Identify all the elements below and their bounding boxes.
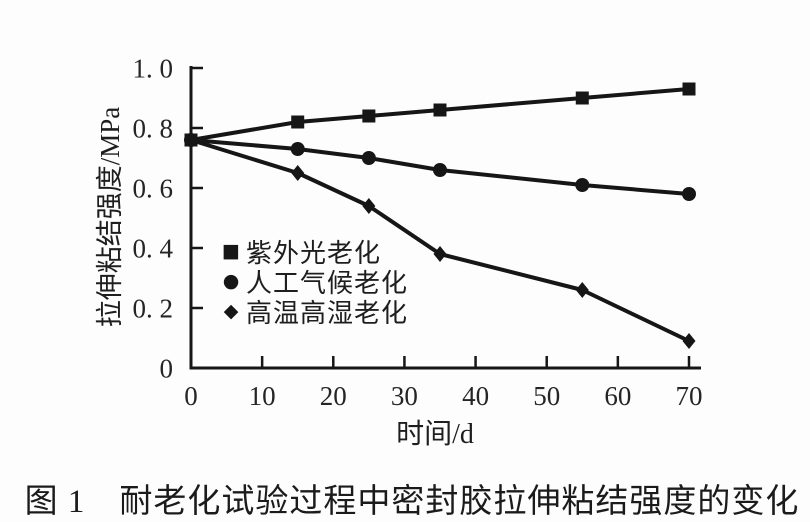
diamond-data-marker	[362, 198, 376, 214]
x-tick-label: 60	[604, 381, 631, 411]
diamond-data-marker	[682, 333, 696, 349]
diamond-data-marker	[575, 282, 589, 298]
square-data-marker	[291, 115, 305, 129]
legend-item-uv: ■ 紫外光老化	[216, 236, 408, 268]
diamond-data-marker	[291, 165, 305, 181]
square-marker-icon: ■	[222, 240, 240, 262]
x-tick-label: 20	[320, 381, 347, 411]
series-line-0	[190, 87, 690, 142]
circle-data-marker	[575, 178, 590, 192]
y-tick-label: 0. 8	[133, 113, 174, 143]
square-data-marker	[575, 91, 589, 105]
x-tick-label: 30	[391, 381, 418, 411]
chart-legend: ■ 紫外光老化 ● 人工气候老化 ◆ 高温高湿老化	[216, 236, 408, 328]
diamond-marker-icon: ◆	[223, 300, 239, 322]
circle-data-marker	[361, 151, 376, 165]
axis-line	[189, 66, 701, 370]
x-tick-label: 50	[533, 381, 560, 411]
figure-caption: 图 1 耐老化试验过程中密封胶拉伸粘结强度的变化	[24, 484, 800, 520]
square-data-marker	[362, 109, 376, 123]
circle-data-marker	[290, 142, 305, 156]
series-line-1	[190, 138, 690, 196]
y-tick-label: 0. 2	[133, 293, 174, 323]
y-tick-label: 1. 0	[133, 53, 174, 83]
legend-item-climate: ● 人工气候老化	[216, 266, 408, 298]
diamond-data-marker	[184, 132, 198, 148]
legend-label: 人工气候老化	[246, 268, 409, 298]
x-axis-title: 时间/d	[396, 419, 474, 450]
square-data-marker	[682, 82, 696, 96]
x-tick-label: 70	[676, 381, 703, 411]
y-tick-label: 0	[160, 353, 174, 383]
y-tick-label: 0. 4	[133, 233, 174, 263]
circle-data-marker	[433, 163, 447, 177]
y-tick-label: 0. 6	[133, 173, 174, 203]
legend-label: 高温高湿老化	[246, 298, 409, 328]
x-tick-label: 40	[462, 381, 489, 411]
x-tick-label: 0	[184, 381, 198, 411]
diamond-data-marker	[433, 246, 447, 262]
square-data-marker	[433, 103, 447, 117]
x-tick-label: 10	[249, 381, 276, 411]
circle-marker-icon: ●	[222, 270, 240, 292]
legend-label: 紫外光老化	[246, 238, 382, 268]
y-axis-title: 拉伸粘结强度/MPa	[95, 106, 125, 328]
legend-item-heat-humidity: ◆ 高温高湿老化	[216, 296, 408, 328]
series-line-2	[190, 138, 690, 343]
circle-data-marker	[682, 187, 696, 201]
